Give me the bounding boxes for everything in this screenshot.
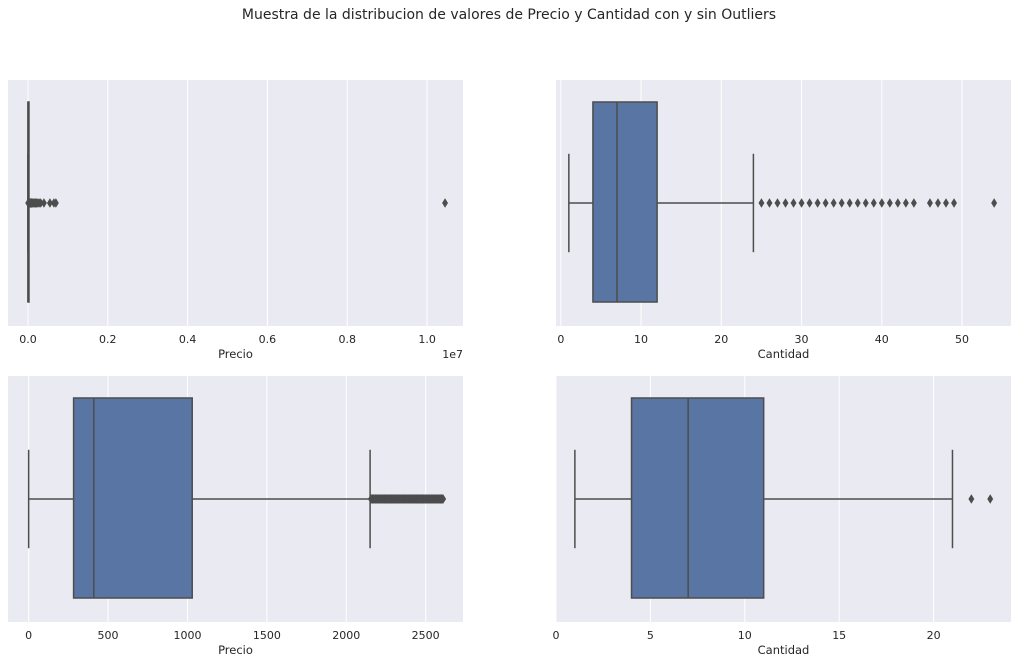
x-tick-label: 0.0: [19, 333, 37, 346]
outlier-point: [440, 494, 447, 504]
axes-background: [8, 80, 463, 326]
outlier-point: [987, 494, 994, 504]
outlier-point: [951, 198, 957, 208]
outlier-point: [822, 198, 829, 208]
outlier-point: [870, 198, 877, 208]
x-tick-label: 2500: [412, 629, 440, 642]
outlier-point: [862, 198, 869, 208]
x-tick-label: 10: [634, 333, 648, 346]
x-tick-label: 0.2: [99, 333, 117, 346]
x-tick-label: 20: [714, 333, 728, 346]
x-tick-label: 0: [557, 333, 564, 346]
outlier-point: [830, 198, 837, 208]
x-axis-label: Cantidad: [758, 643, 810, 657]
x-tick-label: 5: [647, 629, 654, 642]
x-tick-label: 0.4: [179, 333, 197, 346]
outlier-point: [886, 198, 893, 208]
x-tick-label: 2000: [332, 629, 360, 642]
x-tick-label: 10: [738, 629, 752, 642]
outlier-point: [774, 198, 781, 208]
iqr-box: [592, 101, 658, 303]
outlier-point: [968, 494, 975, 504]
outlier-point: [894, 198, 901, 208]
panel-precio-with-outliers: 0.0 0.2 0.4 0.6 0.8 1.0 Precio 1e7: [8, 80, 463, 361]
x-axis-label: Cantidad: [758, 347, 810, 361]
outlier-point: [46, 198, 53, 208]
x-tick-label: 40: [875, 333, 889, 346]
outlier-point: [790, 198, 797, 208]
x-axis-offset: 1e7: [442, 348, 463, 361]
x-tick-label: 20: [927, 629, 941, 642]
outlier-point: [806, 198, 813, 208]
x-tick-label: 500: [98, 629, 119, 642]
iqr-box: [72, 397, 193, 599]
x-tick-label: 0: [25, 629, 32, 642]
panel-cantidad-without-outliers: 0 5 10 15 20 Cantidad: [553, 376, 1011, 657]
outlier-point: [838, 198, 845, 208]
outlier-point: [52, 198, 59, 208]
outlier-point: [991, 198, 998, 208]
outlier-point: [935, 198, 941, 208]
x-tick-label: 1000: [173, 629, 201, 642]
panel-cantidad-with-outliers: 0 10 20 30 40 50 Cantidad: [556, 80, 1011, 361]
x-tick-label: 1500: [253, 629, 281, 642]
outlier-point: [902, 198, 909, 208]
outlier-point: [442, 198, 448, 208]
outlier-point: [846, 198, 853, 208]
figure-title: Muestra de la distribucion de valores de…: [242, 7, 776, 23]
outlier-point: [943, 198, 949, 208]
outlier-point: [40, 198, 47, 208]
outlier-point: [926, 198, 933, 208]
outlier-point: [766, 198, 773, 208]
x-tick-label: 0: [553, 629, 560, 642]
x-tick-label: 1.0: [418, 333, 436, 346]
outlier-point: [814, 198, 821, 208]
x-tick-label: 0.6: [259, 333, 277, 346]
outlier-point: [854, 198, 861, 208]
x-tick-label: 50: [955, 333, 969, 346]
panel-precio-without-outliers: 0 500 1000 1500 2000 2500 Precio: [8, 376, 463, 657]
x-axis-label: Precio: [218, 643, 253, 657]
outlier-point: [798, 198, 805, 208]
outlier-point: [910, 198, 917, 208]
x-axis-label: Precio: [218, 347, 253, 361]
outlier-point: [758, 198, 765, 208]
iqr-box: [630, 397, 765, 599]
x-tick-label: 0.8: [339, 333, 357, 346]
x-tick-label: 15: [832, 629, 846, 642]
outlier-point: [782, 198, 789, 208]
x-tick-label: 30: [795, 333, 809, 346]
outlier-point: [878, 198, 885, 208]
